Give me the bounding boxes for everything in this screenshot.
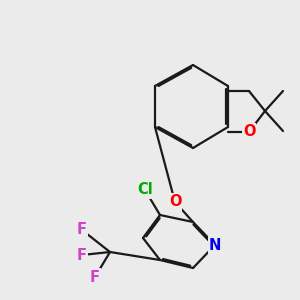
Text: F: F [90, 269, 100, 284]
Text: F: F [77, 223, 87, 238]
Text: F: F [77, 248, 87, 262]
Text: O: O [243, 124, 255, 140]
Text: N: N [209, 238, 221, 253]
Text: Cl: Cl [137, 182, 153, 197]
Text: O: O [169, 194, 181, 209]
